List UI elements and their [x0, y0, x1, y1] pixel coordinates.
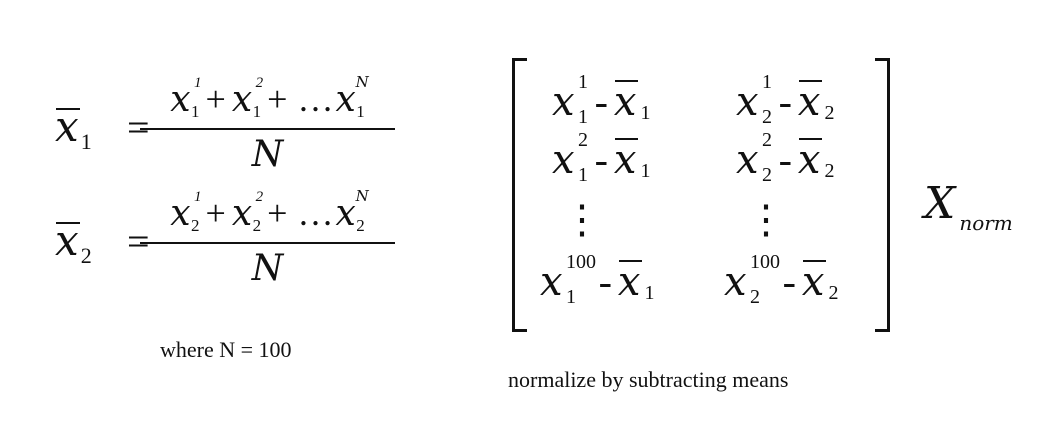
equals-sign: =: [127, 105, 150, 150]
denominator: N: [251, 248, 284, 289]
vdots-col-2: ⋮: [746, 197, 786, 242]
lhs-subscript: 2: [80, 243, 92, 268]
denominator: N: [251, 134, 284, 175]
ellipsis: …: [297, 193, 334, 233]
caption-normalize: normalize by subtracting means: [508, 367, 789, 392]
numerator: x 1 1 + x 2 1 + …x N 1: [140, 73, 395, 121]
right-bracket: [875, 58, 890, 332]
caption-where-n: where N = 100: [160, 337, 292, 362]
left-bracket: [512, 58, 527, 332]
plus-sign: +: [267, 79, 288, 119]
fraction-bar: [140, 242, 395, 244]
plus-sign: +: [267, 193, 288, 233]
vdots-col-1: ⋮: [562, 197, 602, 242]
lhs-subscript: 1: [80, 129, 92, 154]
numerator: x 1 2 + x 2 2 + …x N 2: [140, 187, 395, 235]
x-bar: x: [55, 102, 80, 151]
plus-sign: +: [205, 79, 226, 119]
x-bar: x: [55, 216, 80, 265]
ellipsis: …: [297, 79, 334, 119]
matrix-cell-r3-c1: x 100 1- x 1: [540, 251, 655, 308]
mean-x1-lhs: x1: [55, 106, 92, 163]
mean-equation-2: x2 = x 1 2 + x 2 2 + …x N 2 N: [55, 187, 415, 312]
equals-sign: =: [127, 219, 150, 264]
matrix-cell-r3-c2: x 100 2- x 2: [724, 251, 839, 308]
plus-sign: +: [205, 193, 226, 233]
mean-x2-lhs: x2: [55, 220, 92, 277]
fraction-bar: [140, 128, 395, 130]
mean-equation-1: x1 = x 1 1 + x 2 1 + …x N 1 N: [55, 73, 415, 198]
